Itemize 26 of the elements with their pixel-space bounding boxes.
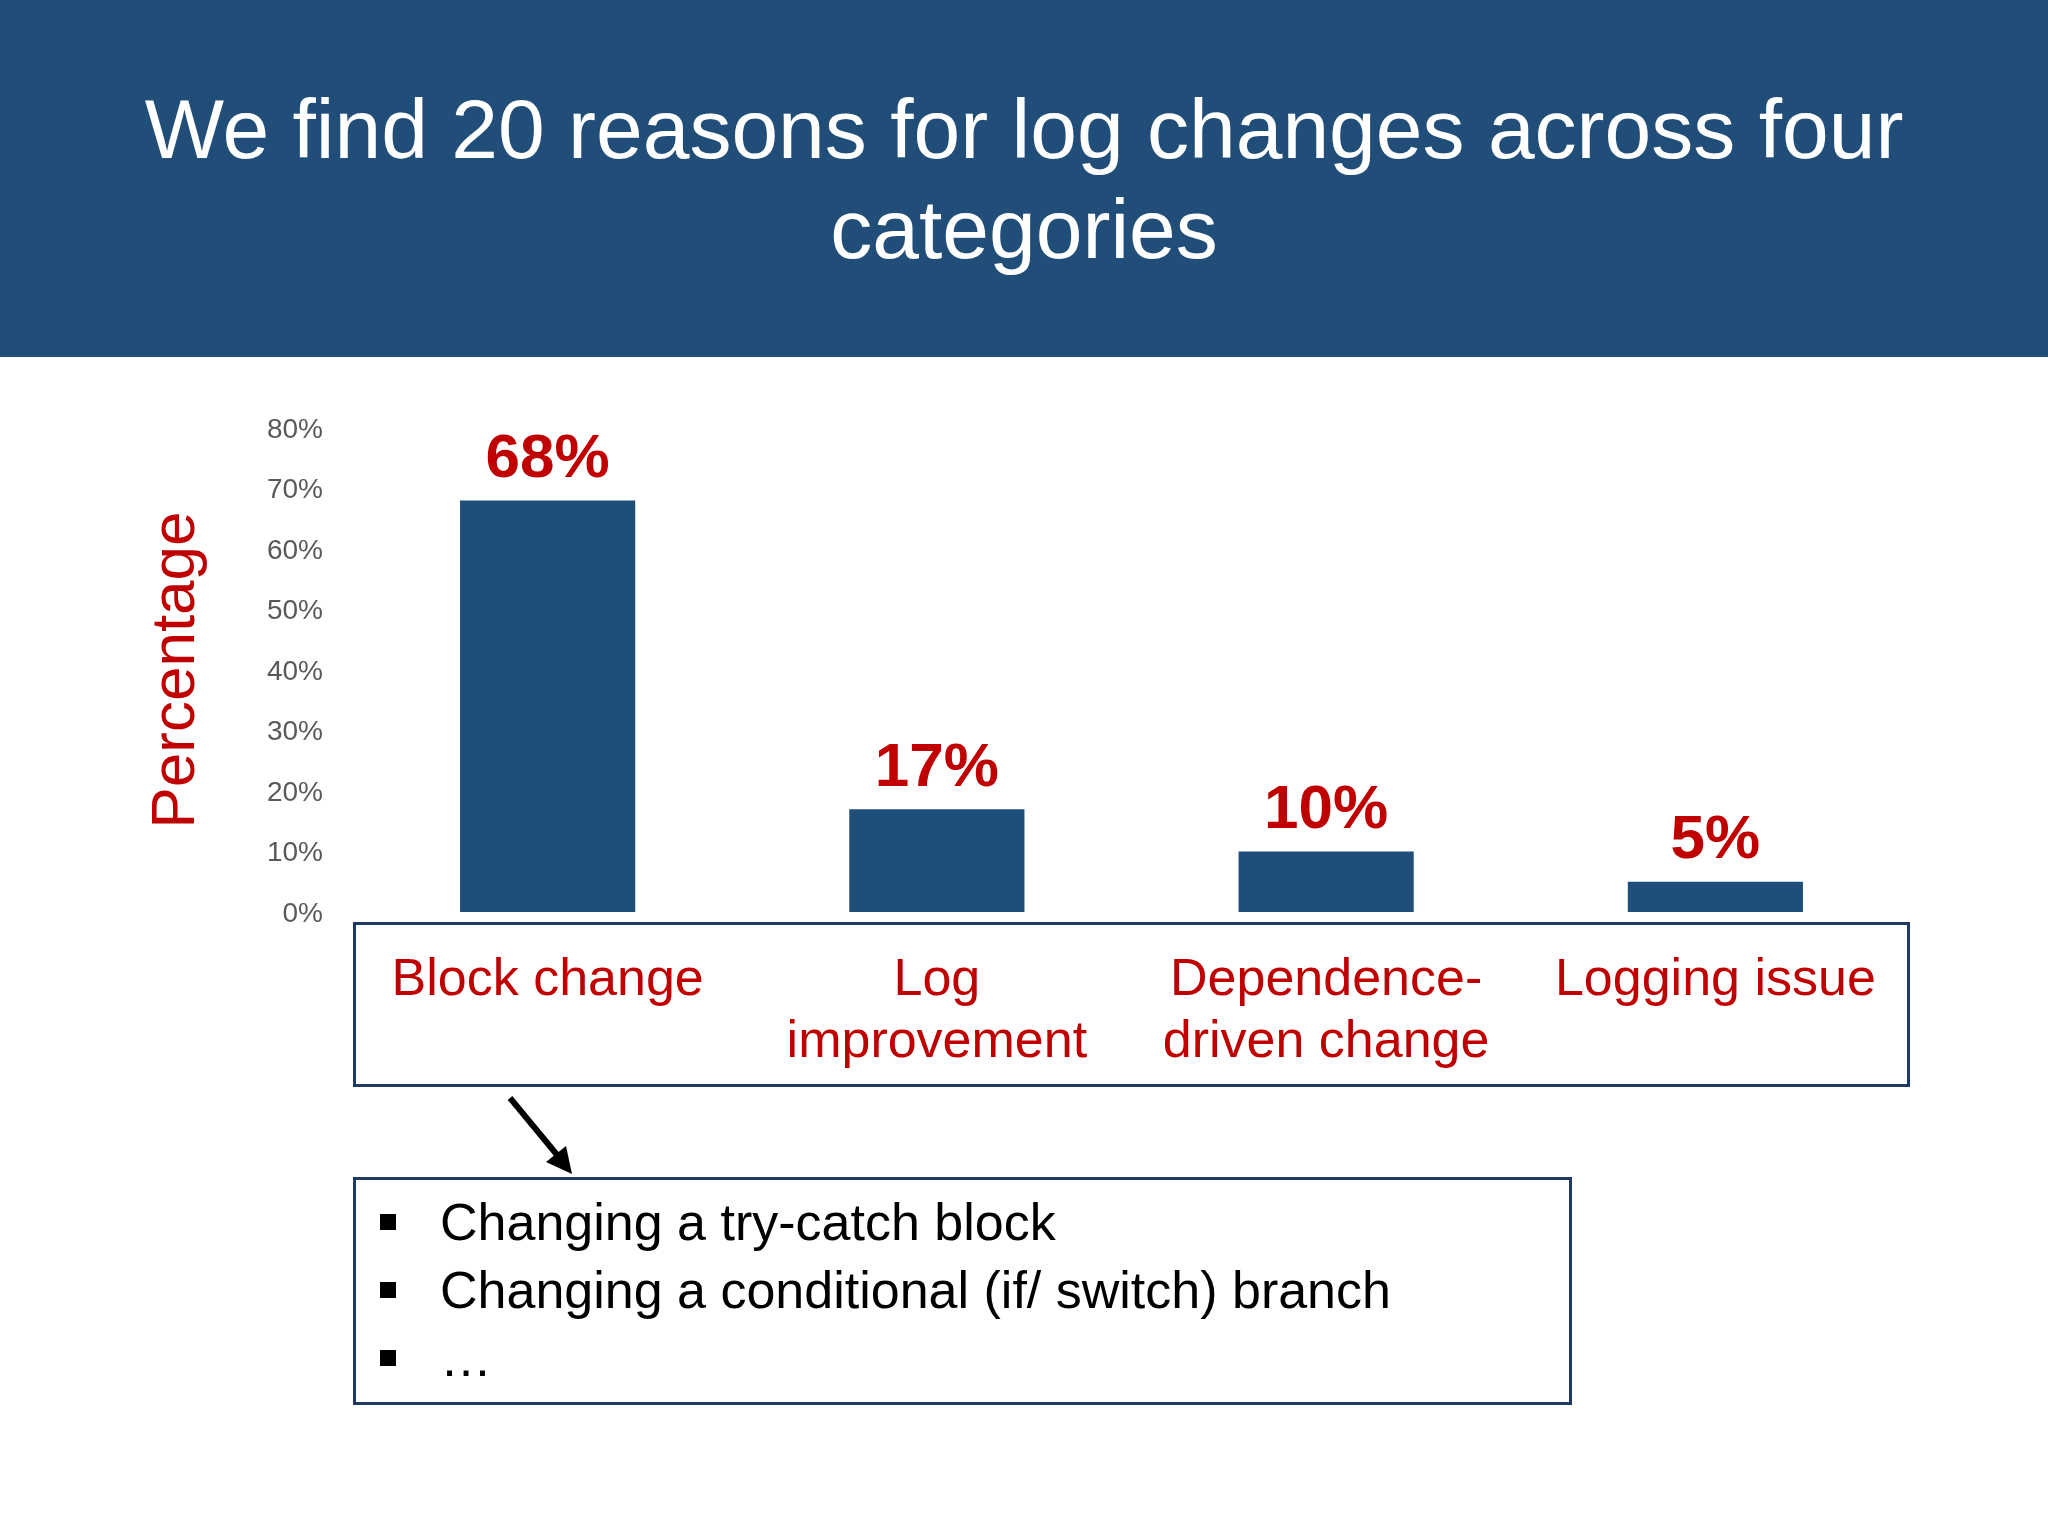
x-tick-label: Dependence-driven change [1162, 948, 1490, 1068]
text: … [440, 1328, 492, 1389]
y-tick-label: 70% [266, 473, 323, 504]
text: Changing a conditional (if/ switch) branch [440, 1260, 1391, 1321]
bar [460, 500, 636, 912]
y-tick-label: 40% [266, 654, 323, 686]
bar [849, 809, 1025, 912]
y-tick-label: 20% [266, 775, 323, 807]
bar [1238, 851, 1414, 912]
y-tick-label: 30% [266, 715, 323, 746]
x-tick-label: Logging issue [1554, 948, 1876, 1006]
x-tick-label: Log improvement [786, 948, 1088, 1068]
bar [1627, 881, 1803, 912]
x-tick-label: Block change [391, 948, 704, 1006]
y-tick-label: 60% [266, 533, 323, 565]
data-label: 17% [874, 729, 999, 799]
y-tick-label: 10% [266, 836, 323, 867]
y-tick-label: 0% [282, 896, 323, 928]
text: Changing a try-catch block [440, 1192, 1056, 1253]
data-label: 5% [1670, 802, 1761, 872]
y-axis-title: Percentage [137, 511, 207, 829]
y-tick-label: 80% [266, 412, 323, 444]
data-label: 68% [485, 421, 610, 491]
y-tick-label: 50% [266, 594, 323, 625]
chart-title: We find 20 reasons for log changes across four categories [0, 0, 2048, 357]
data-label: 10% [1264, 772, 1389, 841]
